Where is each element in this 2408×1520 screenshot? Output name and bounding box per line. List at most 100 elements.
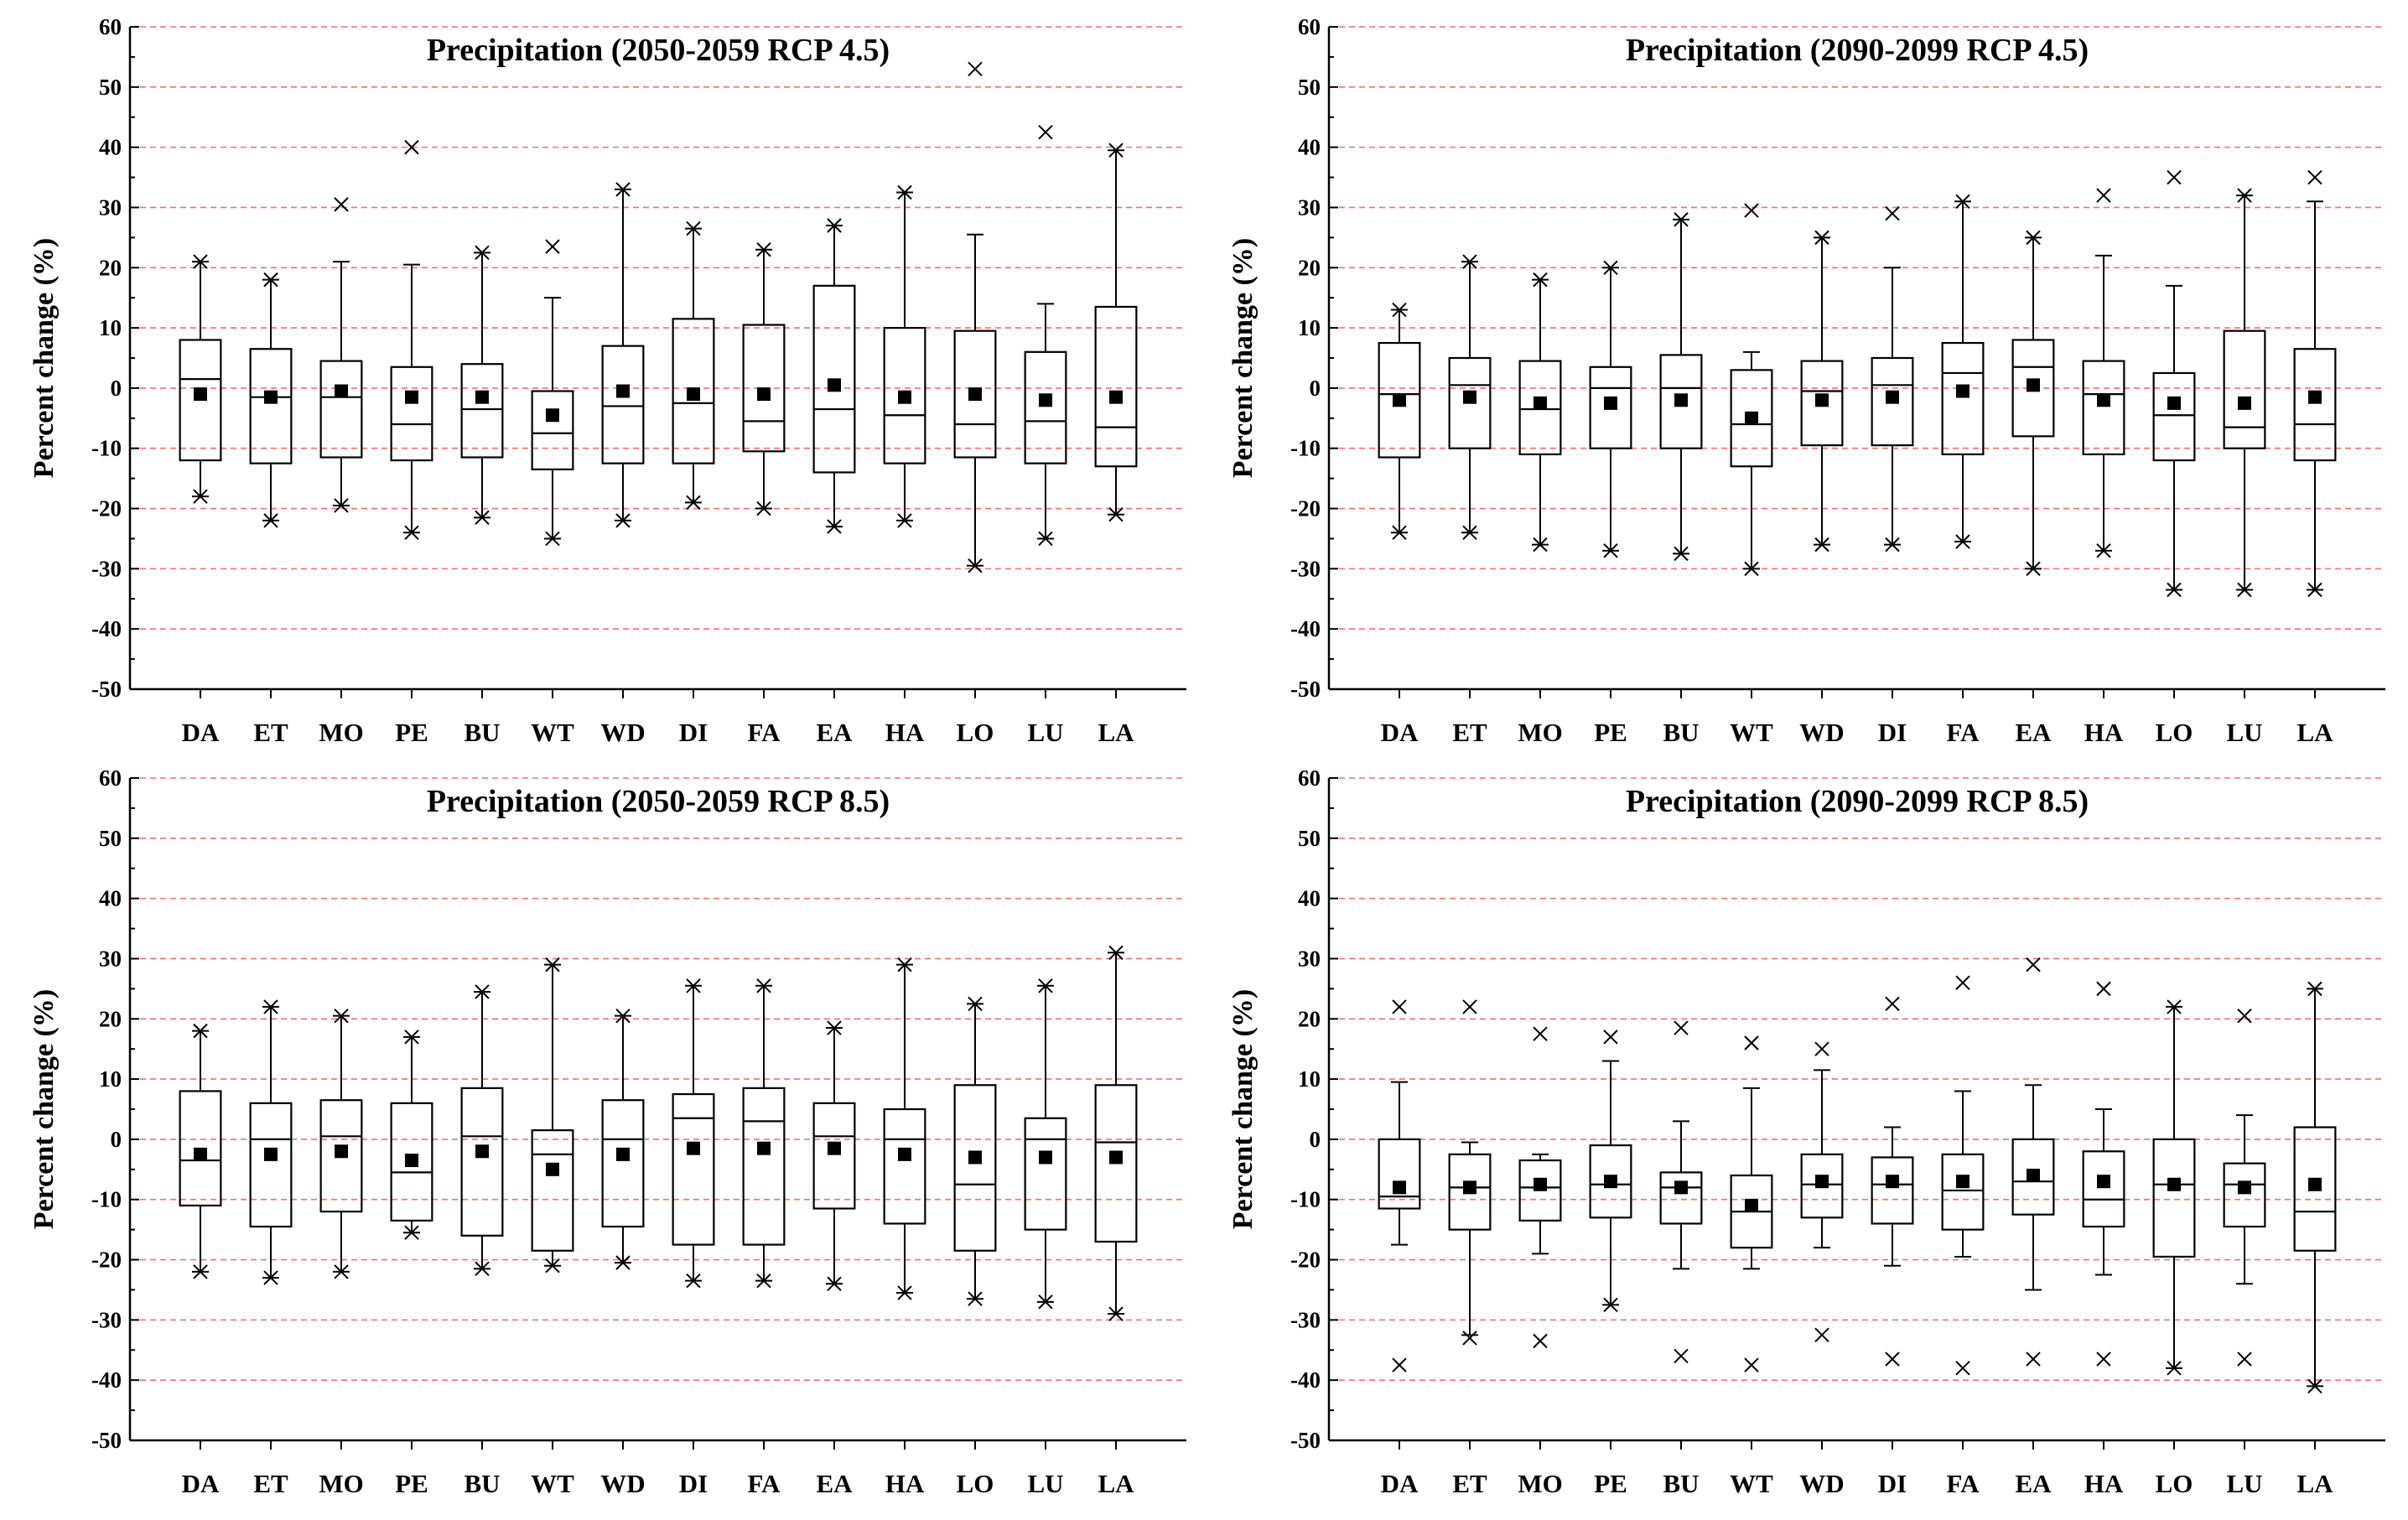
outlier-marker [2167, 1361, 2182, 1376]
mean-marker [1463, 390, 1476, 404]
outlier-marker [263, 272, 278, 288]
iqr-box [1871, 356, 1914, 447]
mean-marker [475, 1144, 489, 1159]
mean-marker [898, 390, 911, 404]
box-WD [601, 182, 645, 528]
outlier-marker [1108, 945, 1124, 960]
box-WT [531, 239, 574, 547]
y-tick-label: 20 [99, 1006, 122, 1031]
mean-marker [405, 1154, 418, 1168]
y-tick-label: 0 [111, 1127, 122, 1152]
box-WT [1730, 203, 1773, 577]
y-tick-label: -30 [1290, 556, 1321, 581]
outlier-marker [1955, 1361, 1970, 1376]
outlier-marker [1392, 525, 1407, 540]
iqr-box [319, 1099, 363, 1213]
outlier-marker [1038, 531, 1053, 547]
box-LA [2293, 981, 2337, 1394]
chart-panel-bottom-right: 60 50 40 30 20 10 0 -10 -20 -30 -40 -50 DA ET MO PE BU WT… [1227, 765, 2385, 1498]
iqr-box [2011, 339, 2055, 438]
outlier-marker [1885, 205, 1900, 221]
mean-marker [475, 390, 489, 404]
iqr-box [1094, 1084, 1138, 1243]
mean-marker [1604, 396, 1617, 410]
outlier-marker [2307, 1378, 2322, 1394]
outlier-marker [686, 495, 701, 511]
x-tick-label: HA [2084, 718, 2124, 747]
y-tick-label: 40 [1298, 135, 1321, 160]
x-tick-label: MO [1518, 1469, 1562, 1498]
x-tick-label: EA [2015, 1469, 2052, 1498]
x-tick-label: DA [182, 718, 220, 747]
box-FA [742, 978, 786, 1289]
iqr-box [2082, 360, 2125, 456]
y-tick-label: 60 [1298, 765, 1321, 791]
y-tick-label: -50 [1290, 677, 1321, 702]
y-tick-label: -10 [91, 1187, 122, 1212]
x-tick-label: LO [957, 1469, 994, 1498]
x-tick-label: WD [1799, 1469, 1844, 1498]
iqr-box [2152, 371, 2196, 462]
outlier-marker [2167, 582, 2182, 598]
x-tick-label: FA [747, 1469, 781, 1498]
outlier-marker [615, 182, 631, 197]
iqr-box [1871, 1156, 1914, 1225]
iqr-box [249, 1102, 293, 1228]
outlier-marker [897, 184, 912, 200]
y-tick-label: -40 [1290, 616, 1321, 641]
iqr-box [1448, 356, 1492, 449]
outlier-marker [1603, 1030, 1618, 1045]
y-tick-label: 10 [99, 1066, 122, 1092]
box-LU [1024, 124, 1067, 547]
box-EA [2011, 230, 2055, 577]
box-LU [1024, 978, 1067, 1310]
y-tick-label: 30 [99, 195, 122, 220]
outlier-marker [686, 978, 701, 993]
x-tick-label: LA [1098, 718, 1134, 747]
iqr-box [1378, 1138, 1421, 1210]
x-tick-label: WD [600, 1469, 645, 1498]
y-tick-label: -20 [1290, 496, 1321, 521]
mean-marker [2167, 396, 2181, 410]
box-LA [2293, 169, 2337, 598]
x-tick-label: ET [253, 1469, 288, 1498]
x-tick-label: WT [531, 1469, 574, 1498]
box-WD [601, 1008, 645, 1270]
x-tick-label: MO [319, 1469, 363, 1498]
box-LO [2152, 169, 2196, 598]
y-tick-label: 0 [1310, 1127, 1321, 1152]
iqr-box [1518, 1159, 1562, 1222]
y-tick-label: 60 [99, 14, 122, 39]
mean-marker [757, 387, 771, 402]
iqr-box [2082, 1150, 2125, 1228]
iqr-box [742, 1087, 786, 1246]
outlier-marker [968, 558, 983, 573]
mean-marker [616, 1147, 630, 1161]
y-tick-label: 0 [1310, 376, 1321, 401]
iqr-box [390, 1102, 433, 1222]
outlier-marker [1533, 272, 1548, 288]
outlier-marker [1674, 1020, 1689, 1035]
mean-marker [687, 1141, 700, 1155]
outlier-marker [1955, 534, 1970, 549]
box-LU [2223, 1008, 2266, 1367]
box-MO [1518, 272, 1562, 552]
outlier-marker [1038, 978, 1053, 993]
mean-marker [1956, 1175, 1969, 1189]
box-DI [672, 220, 715, 511]
x-tick-label: HA [885, 1469, 925, 1498]
box-EA [812, 1020, 856, 1291]
mean-marker [1109, 390, 1123, 404]
y-tick-label: 60 [1298, 14, 1321, 39]
outlier-marker [756, 242, 771, 257]
outlier-marker [1603, 1297, 1618, 1313]
x-tick-label: LU [1027, 718, 1063, 747]
x-tick-label: DA [182, 1469, 220, 1498]
mean-marker [1039, 393, 1052, 407]
mean-marker [1393, 393, 1406, 407]
iqr-box [742, 324, 786, 453]
outlier-marker [2237, 582, 2252, 598]
box-LA [1094, 945, 1138, 1321]
mean-marker [2167, 1177, 2181, 1191]
chart-title: Precipitation (2090-2099 RCP 8.5) [1626, 784, 2089, 819]
